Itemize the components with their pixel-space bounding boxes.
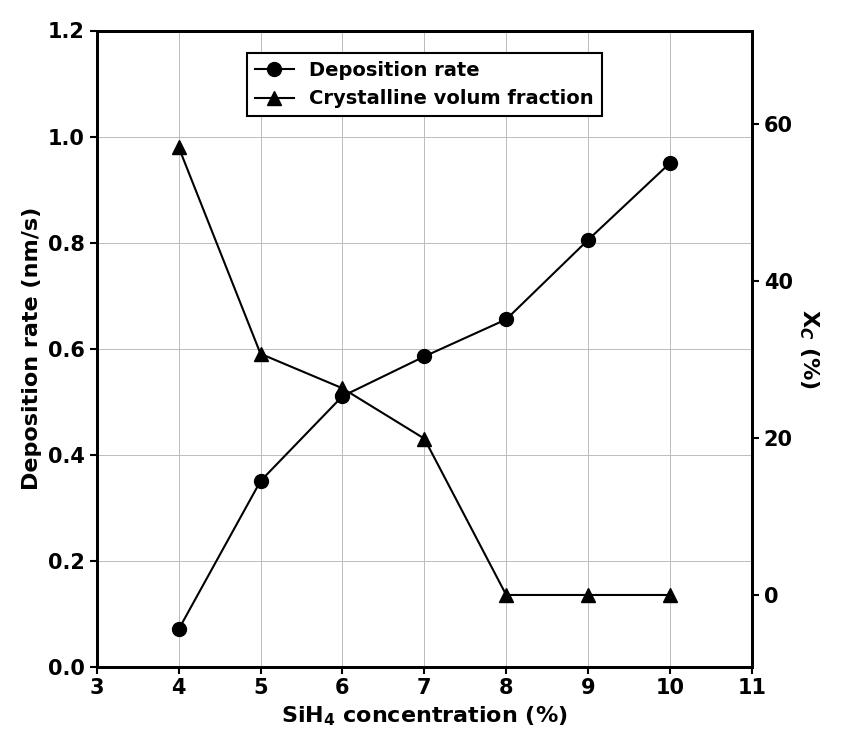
Crystalline volum fraction bbox=[337, 384, 347, 393]
Crystalline volum fraction bbox=[502, 590, 512, 599]
Crystalline volum fraction bbox=[665, 590, 675, 599]
Deposition rate bbox=[337, 392, 347, 400]
Y-axis label: X$_{C}$ (%): X$_{C}$ (%) bbox=[797, 308, 820, 388]
Deposition rate bbox=[255, 476, 266, 485]
Crystalline volum fraction bbox=[174, 142, 184, 152]
Crystalline volum fraction bbox=[255, 350, 266, 358]
Deposition rate bbox=[665, 158, 675, 167]
Deposition rate bbox=[419, 352, 429, 361]
Line: Crystalline volum fraction: Crystalline volum fraction bbox=[172, 140, 677, 602]
Legend: Deposition rate, Crystalline volum fraction: Deposition rate, Crystalline volum fract… bbox=[247, 53, 602, 116]
Deposition rate bbox=[502, 315, 512, 324]
Deposition rate bbox=[583, 236, 593, 244]
Line: Deposition rate: Deposition rate bbox=[172, 156, 677, 637]
Crystalline volum fraction bbox=[583, 590, 593, 599]
Y-axis label: Deposition rate (nm/s): Deposition rate (nm/s) bbox=[23, 207, 42, 490]
X-axis label: SiH$_4$ concentration (%): SiH$_4$ concentration (%) bbox=[281, 704, 567, 728]
Deposition rate bbox=[174, 625, 184, 634]
Crystalline volum fraction bbox=[419, 434, 429, 443]
